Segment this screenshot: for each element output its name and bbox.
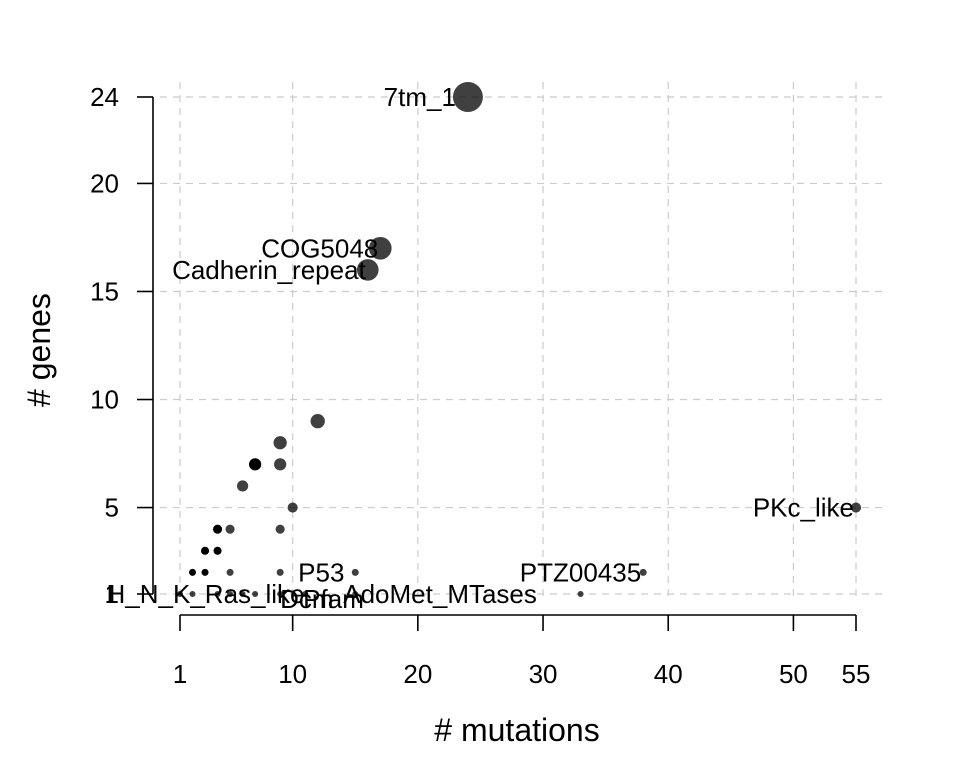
point-label: Pfam	[303, 584, 364, 614]
data-point	[850, 502, 862, 513]
data-point	[239, 591, 246, 597]
x-tick-label: 1	[173, 659, 187, 689]
data-point	[352, 591, 359, 597]
data-point	[274, 458, 287, 471]
y-tick-label: 5	[105, 493, 119, 523]
y-tick-label: 15	[90, 276, 119, 306]
data-point	[287, 502, 298, 513]
data-point	[275, 524, 285, 534]
x-tick-label: 40	[654, 659, 683, 689]
axes	[152, 97, 856, 616]
data-point	[310, 413, 325, 429]
data-point	[189, 591, 196, 597]
x-tick-label: 55	[842, 659, 871, 689]
point-label: Cadherin_repeat	[172, 255, 366, 285]
data-point	[177, 591, 183, 597]
x-tick-label: 10	[278, 659, 307, 689]
x-axis-title: # mutations	[434, 712, 599, 748]
data-point	[368, 236, 392, 260]
point-label: PTZ00435	[520, 557, 641, 587]
data-point	[212, 524, 223, 534]
y-tick-label: 10	[90, 385, 119, 415]
data-point	[248, 458, 262, 471]
y-tick-label: 1	[105, 579, 119, 609]
y-tick-label: 24	[90, 82, 119, 112]
data-point	[452, 82, 483, 112]
points	[177, 82, 862, 597]
data-point	[214, 591, 221, 597]
data-point	[356, 259, 379, 281]
point-label: H_N_K_Ras_like	[107, 579, 305, 609]
data-point	[252, 591, 259, 597]
data-point	[577, 591, 584, 597]
point-label: COG5048	[261, 233, 378, 263]
data-point	[226, 568, 234, 576]
grid	[160, 82, 882, 600]
data-point	[188, 568, 197, 576]
data-point	[277, 591, 284, 597]
x-tick-label: 20	[403, 659, 432, 689]
data-point	[273, 436, 287, 450]
data-point	[225, 524, 235, 534]
point-label: 7tm_1	[384, 82, 456, 112]
y-axis-title: # genes	[21, 293, 57, 407]
data-point	[201, 568, 209, 576]
y-tick-label: 20	[90, 168, 119, 198]
data-point	[639, 568, 647, 576]
point-label: Dcm	[280, 584, 333, 614]
point-label: AdoMet_MTases	[343, 579, 537, 609]
x-tick-label: 50	[779, 659, 808, 689]
point-label: P53	[298, 557, 344, 587]
data-point	[200, 546, 210, 555]
x-ticks: 1 10 20 30 40 50 55	[173, 615, 871, 689]
x-tick-label: 30	[529, 659, 558, 689]
data-point	[236, 480, 249, 492]
data-point	[302, 591, 309, 597]
data-point	[276, 568, 284, 576]
point-label: PKc_like	[753, 493, 854, 523]
data-point	[227, 591, 234, 597]
data-point	[213, 546, 222, 555]
data-point	[351, 568, 359, 576]
